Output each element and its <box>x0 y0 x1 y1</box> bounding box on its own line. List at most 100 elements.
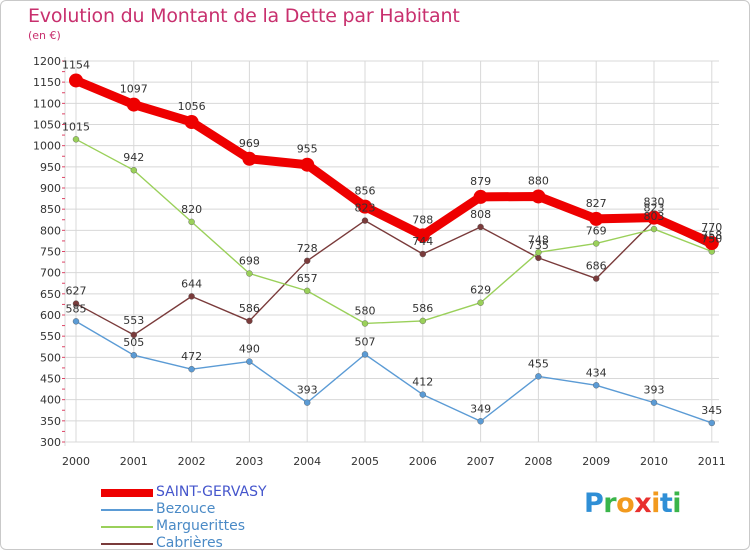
data-label: 455 <box>528 357 549 370</box>
data-point <box>589 211 604 226</box>
y-tick-label: 750 <box>40 246 61 259</box>
data-label: 880 <box>528 174 549 187</box>
data-label: 505 <box>123 336 144 349</box>
y-tick-label: 1100 <box>33 97 61 110</box>
legend-swatch-marguerittes <box>101 526 153 528</box>
legend-label-cabrieres: Cabrières <box>156 535 223 550</box>
legend-swatch-bezouce <box>101 509 153 511</box>
data-point <box>184 114 199 129</box>
y-tick-label: 1000 <box>33 140 61 153</box>
legend-swatch-cabrieres <box>101 543 153 545</box>
data-label: 585 <box>66 302 87 315</box>
x-tick-label: 2009 <box>582 455 610 468</box>
data-label: 769 <box>586 224 607 237</box>
data-point <box>242 151 257 166</box>
series-line <box>71 75 717 248</box>
y-tick-label: 900 <box>40 182 61 195</box>
data-label: 942 <box>123 151 144 164</box>
data-label: 808 <box>470 208 491 221</box>
data-label: 586 <box>412 302 433 315</box>
data-label: 758 <box>701 229 722 242</box>
data-label: 748 <box>528 233 549 246</box>
y-tick-label: 500 <box>40 351 61 364</box>
data-point <box>650 399 658 406</box>
data-point <box>419 317 426 325</box>
data-label: 735 <box>528 239 549 252</box>
data-point <box>72 300 80 307</box>
data-point <box>304 287 311 295</box>
data-label: 1056 <box>178 100 206 113</box>
y-tick-label: 550 <box>40 330 61 343</box>
y-tick-label: 850 <box>40 203 61 216</box>
data-point <box>130 352 138 359</box>
data-point <box>419 250 426 258</box>
x-tick-label: 2003 <box>235 455 263 468</box>
data-point <box>361 320 369 327</box>
data-point <box>72 136 80 143</box>
data-point <box>188 365 195 373</box>
logo-letter: t <box>659 488 673 519</box>
data-point <box>531 189 546 204</box>
data-point <box>130 331 138 339</box>
data-point <box>593 240 600 247</box>
y-tick-label: 650 <box>40 288 61 301</box>
logo-letter: i <box>651 488 660 519</box>
series-line <box>75 138 713 325</box>
legend-label-marguerittes: Marguerittes <box>156 518 246 534</box>
data-point <box>188 218 195 226</box>
data-label: 1015 <box>62 120 90 133</box>
data-label: 657 <box>297 272 318 285</box>
y-tick-label: 950 <box>40 161 61 174</box>
y-tick-label: 800 <box>40 224 61 237</box>
data-point <box>304 399 311 406</box>
data-point <box>69 73 83 88</box>
data-point <box>593 382 600 389</box>
data-label: 586 <box>239 302 260 315</box>
data-label: 969 <box>239 137 260 150</box>
y-tick-label: 700 <box>40 267 61 280</box>
data-point <box>188 293 195 300</box>
y-tick-label: 600 <box>40 309 61 322</box>
series-line <box>75 320 713 424</box>
data-point <box>650 225 658 233</box>
data-label: 827 <box>586 197 607 210</box>
data-label: 644 <box>181 277 202 290</box>
data-point <box>246 358 253 365</box>
data-label: 580 <box>355 304 376 317</box>
series-line <box>75 219 713 336</box>
data-label: 830 <box>644 196 665 209</box>
data-label: 1154 <box>62 58 90 71</box>
proxiti-logo: Proxiti <box>584 488 682 519</box>
legend-label-bezouce: Bezouce <box>156 501 216 517</box>
data-point <box>477 418 484 425</box>
data-point <box>535 373 542 380</box>
data-label: 879 <box>470 175 491 188</box>
data-point <box>246 317 253 325</box>
data-point <box>300 157 315 172</box>
logo-letter: x <box>634 488 652 519</box>
data-label: 629 <box>470 284 491 297</box>
data-label: 472 <box>181 350 202 363</box>
logo-letter: r <box>603 488 617 519</box>
data-point <box>477 299 484 306</box>
logo-letter: o <box>616 488 635 519</box>
logo-letter: i <box>672 488 682 519</box>
data-point <box>593 275 600 282</box>
data-point <box>304 257 311 265</box>
data-label: 803 <box>644 210 665 223</box>
data-point <box>126 97 141 112</box>
y-tick-label: 1200 <box>33 55 61 68</box>
data-label: 788 <box>412 213 433 226</box>
data-label: 770 <box>701 221 722 234</box>
data-label: 553 <box>123 314 144 327</box>
data-label: 345 <box>701 404 722 417</box>
y-tick-label: 1050 <box>33 119 61 132</box>
data-label: 698 <box>239 255 260 268</box>
data-point <box>647 210 661 225</box>
data-label: 412 <box>412 376 433 389</box>
data-label: 507 <box>355 335 376 348</box>
data-label: 744 <box>412 235 433 248</box>
y-tick-label: 300 <box>40 436 61 449</box>
